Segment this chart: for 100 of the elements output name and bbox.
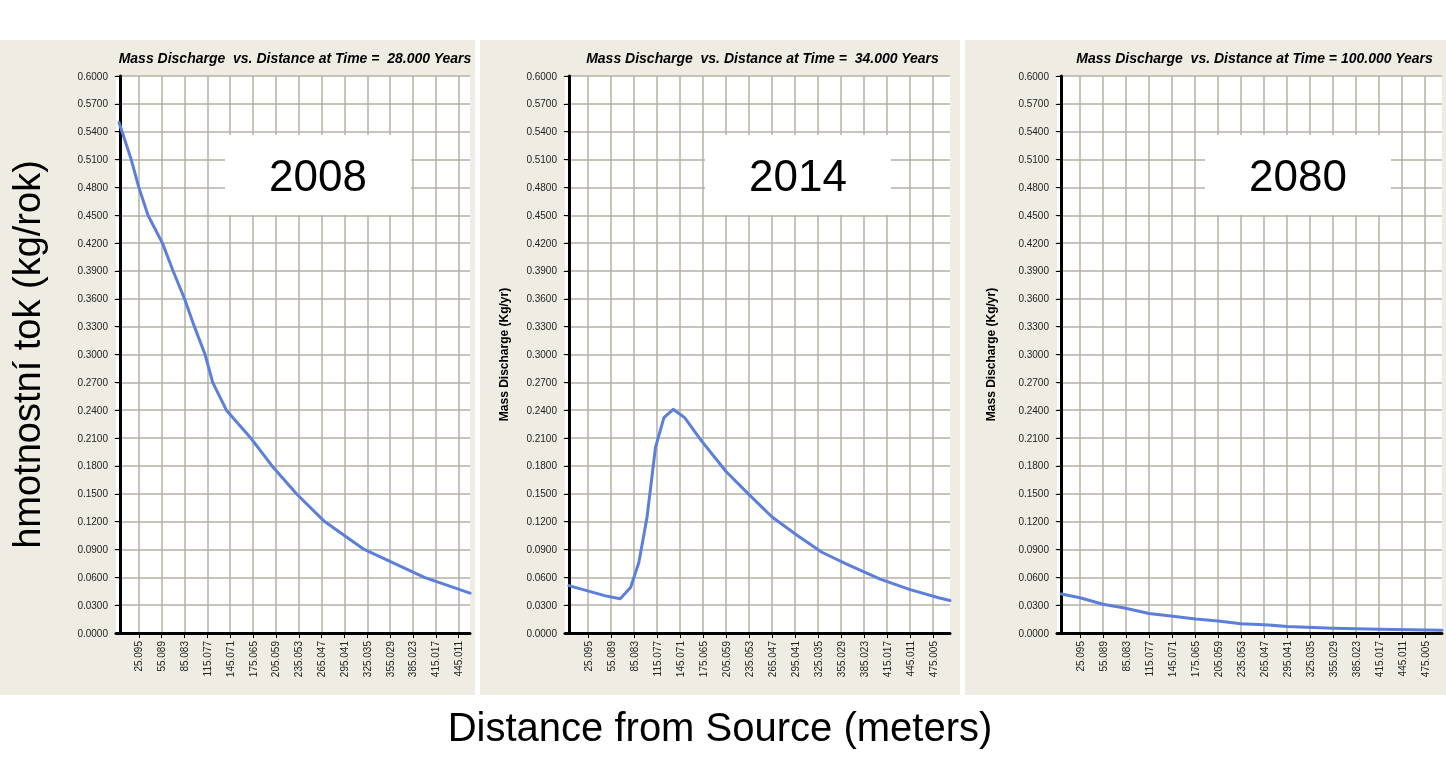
y-tick-label: 0.2100 xyxy=(526,432,558,444)
y-tick-label: 0.0000 xyxy=(77,627,109,639)
y-tick-label: 0.3600 xyxy=(526,293,558,305)
y-tick-label: 0.2400 xyxy=(526,404,558,416)
x-tick-label: 415.017 xyxy=(881,640,893,678)
y-tick-label: 0.1200 xyxy=(1018,516,1050,528)
y-axis-title: hmotnostní tok (kg/rok) xyxy=(6,160,48,549)
x-tick-label: 85.083 xyxy=(628,640,640,672)
x-tick-label: 325.035 xyxy=(1304,640,1316,678)
x-tick-label: 325.035 xyxy=(812,640,824,678)
y-tick-label: 0.4800 xyxy=(526,181,558,193)
x-tick-label: 205.059 xyxy=(720,640,732,678)
y-tick-label: 0.3600 xyxy=(1018,293,1050,305)
x-tick-label: 55.089 xyxy=(605,640,617,672)
y-tick-label: 0.3900 xyxy=(77,265,109,277)
x-tick-label: 25.095 xyxy=(133,640,145,672)
y-tick-label: 0.5400 xyxy=(1018,126,1050,138)
y-tick-label: 0.3300 xyxy=(526,321,558,333)
x-tick-label: 115.077 xyxy=(201,640,213,677)
x-tick-label: 325.035 xyxy=(361,640,373,678)
x-tick-label: 295.041 xyxy=(338,640,350,678)
x-tick-label: 85.083 xyxy=(1120,640,1132,672)
y-tick-label: 0.6000 xyxy=(77,70,109,82)
y-tick-label: 0.5700 xyxy=(526,98,558,110)
x-tick-label: 475.005 xyxy=(1419,640,1431,678)
x-tick-label: 445.011 xyxy=(453,640,465,677)
x-tick-label: 55.089 xyxy=(156,640,168,672)
x-tick-label: 355.029 xyxy=(1327,640,1339,678)
x-tick-label: 295.041 xyxy=(789,640,801,678)
x-tick-label: 175.065 xyxy=(697,640,709,678)
y-tick-label: 0.0900 xyxy=(526,543,558,555)
y-tick-label: 0.2700 xyxy=(526,376,558,388)
y-tick-label: 0.4500 xyxy=(526,209,558,221)
y-tick-label: 0.0300 xyxy=(526,599,558,611)
x-tick-label: 385.023 xyxy=(407,640,419,678)
y-tick-label: 0.2700 xyxy=(77,376,109,388)
annotation: 2080 xyxy=(1249,150,1347,200)
y-tick-label: 0.5100 xyxy=(526,154,558,166)
y-tick-label: 0.4800 xyxy=(77,181,109,193)
x-tick-label: 445.011 xyxy=(904,640,916,677)
x-tick-label: 115.077 xyxy=(1143,640,1155,677)
y-axis-title: Mass Discharge (Kg/yr) xyxy=(497,287,511,422)
y-tick-label: 0.3900 xyxy=(526,265,558,277)
annotation: 2014 xyxy=(749,150,847,200)
x-tick-label: 355.029 xyxy=(384,640,396,678)
x-tick-label: 235.053 xyxy=(293,640,305,678)
x-tick-label: 205.059 xyxy=(270,640,282,678)
y-tick-label: 0.5400 xyxy=(77,126,109,138)
y-tick-label: 0.4200 xyxy=(1018,237,1050,249)
y-tick-label: 0.2400 xyxy=(1018,404,1050,416)
x-tick-label: 145.071 xyxy=(1166,640,1178,678)
y-tick-label: 0.0900 xyxy=(1018,543,1050,555)
y-tick-label: 0.3300 xyxy=(1018,321,1050,333)
y-tick-label: 0.0300 xyxy=(77,599,109,611)
y-tick-label: 0.5700 xyxy=(1018,98,1050,110)
x-tick-label: 265.047 xyxy=(316,640,328,678)
y-tick-label: 0.0600 xyxy=(526,571,558,583)
line-series xyxy=(567,407,952,603)
y-tick-label: 0.6000 xyxy=(1018,70,1050,82)
y-tick-label: 0.1800 xyxy=(526,460,558,472)
chart-title: Mass Discharge vs. Distance at Time = 28.000 Years xyxy=(118,50,472,66)
x-tick-label: 235.053 xyxy=(743,640,755,678)
x-tick-label: 115.077 xyxy=(651,640,663,677)
x-tick-label: 415.017 xyxy=(430,640,442,678)
x-tick-label: 145.071 xyxy=(224,640,236,678)
x-tick-label: 265.047 xyxy=(766,640,778,678)
x-tick-label: 415.017 xyxy=(1373,640,1385,678)
chart-title: Mass Discharge vs. Distance at Time = 100.000 Years xyxy=(1076,50,1433,66)
y-tick-label: 0.2100 xyxy=(77,432,109,444)
x-axis-title: Distance from Source (meters) xyxy=(446,705,994,750)
x-tick-label: 175.065 xyxy=(247,640,259,678)
line-series xyxy=(1059,592,1444,632)
y-tick-label: 0.3000 xyxy=(77,349,109,360)
y-tick-label: 0.3000 xyxy=(1018,349,1050,360)
x-tick-label: 445.011 xyxy=(1396,640,1408,677)
y-tick-label: 0.0900 xyxy=(77,543,109,555)
y-tick-label: 0.5700 xyxy=(77,98,109,110)
y-tick-label: 0.1500 xyxy=(526,488,558,500)
y-tick-label: 0.4200 xyxy=(526,237,558,249)
y-tick-label: 0.0600 xyxy=(1018,571,1050,583)
y-tick-label: 0.1500 xyxy=(1018,488,1050,500)
y-tick-label: 0.1200 xyxy=(526,516,558,528)
y-tick-label: 0.4500 xyxy=(1018,209,1050,221)
y-axis-title: Mass Discharge (Kg/yr) xyxy=(984,287,998,422)
y-tick-label: 0.1500 xyxy=(77,488,109,500)
y-tick-label: 0.6000 xyxy=(526,70,558,82)
y-tick-label: 0.5100 xyxy=(1018,154,1050,166)
line-series xyxy=(117,120,472,595)
y-tick-label: 0.1800 xyxy=(1018,460,1050,472)
x-tick-label: 295.041 xyxy=(1281,640,1293,678)
y-tick-label: 0.5100 xyxy=(77,154,109,166)
x-tick-label: 265.047 xyxy=(1258,640,1270,678)
y-tick-label: 0.2400 xyxy=(77,404,109,416)
y-tick-label: 0.0600 xyxy=(77,571,109,583)
x-tick-label: 25.095 xyxy=(582,640,594,672)
x-tick-label: 25.095 xyxy=(1074,640,1086,672)
y-tick-label: 0.2700 xyxy=(1018,376,1050,388)
annotation: 2008 xyxy=(269,150,367,200)
x-tick-label: 235.053 xyxy=(1235,640,1247,678)
chart-title: Mass Discharge vs. Distance at Time = 34.000 Years xyxy=(586,50,940,66)
